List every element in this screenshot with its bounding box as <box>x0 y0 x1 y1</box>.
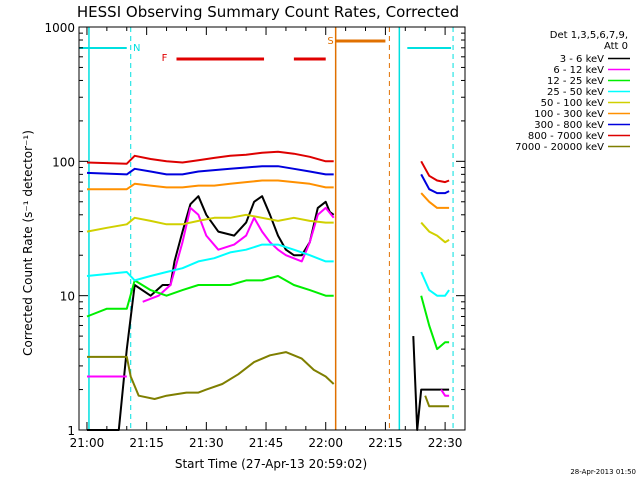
legend-label: 7000 - 20000 keV <box>515 142 604 153</box>
chart-title: HESSI Observing Summary Count Rates, Cor… <box>77 3 459 21</box>
legend-label: 50 - 100 keV <box>541 98 605 109</box>
legend-label: 12 - 25 keV <box>547 76 604 87</box>
series-line <box>87 179 450 209</box>
series-line <box>87 195 450 431</box>
x-tick-label: 22:15 <box>368 436 403 450</box>
x-tick-label: 22:30 <box>428 436 463 450</box>
plot-frame <box>78 26 466 431</box>
series-line <box>86 165 450 195</box>
legend-label: 6 - 12 keV <box>553 65 604 76</box>
flag-bars: N F S <box>79 27 454 430</box>
legend-label: 3 - 6 keV <box>560 54 604 65</box>
annotation-label: F <box>162 53 168 64</box>
x-tick-label: 21:15 <box>129 436 164 450</box>
series-line <box>86 243 450 297</box>
series-line <box>86 213 450 244</box>
footer-date: 28-Apr-2013 01:50 <box>570 468 636 476</box>
legend-label: 25 - 50 keV <box>547 87 604 98</box>
y-tick-label: 100 <box>52 155 75 169</box>
y-tick-label: 1 <box>67 424 75 438</box>
series-layer <box>86 150 450 431</box>
x-tick-label: 21:45 <box>249 436 284 450</box>
legend-label: 100 - 300 keV <box>534 109 604 120</box>
series-line <box>87 206 450 397</box>
y-tick-label: 10 <box>60 290 75 304</box>
axes-layer: 21:00 21:15 21:30 21:45 22:00 22:15 22:30 1 10 10… <box>44 21 465 450</box>
series-line <box>86 275 450 351</box>
legend-label: 300 - 800 keV <box>534 120 604 131</box>
annotation-label: S <box>327 36 333 47</box>
legend-header: Att 0 <box>604 41 628 52</box>
y-axis-label: Corrected Count Rate (s⁻¹ detector⁻¹) <box>21 130 35 356</box>
x-axis-label: Start Time (27-Apr-13 20:59:02) <box>175 457 367 471</box>
x-tick-label: 21:30 <box>189 436 224 450</box>
legend-label: 800 - 7000 keV <box>528 131 604 142</box>
series-line <box>87 351 450 408</box>
y-tick-label: 1000 <box>44 21 75 35</box>
annotation-label: N <box>133 43 140 54</box>
legend-header: Det 1,3,5,6,7,9, <box>550 30 628 41</box>
series-line <box>86 150 450 184</box>
x-tick-label: 21:00 <box>70 436 105 450</box>
x-tick-label: 22:00 <box>308 436 343 450</box>
